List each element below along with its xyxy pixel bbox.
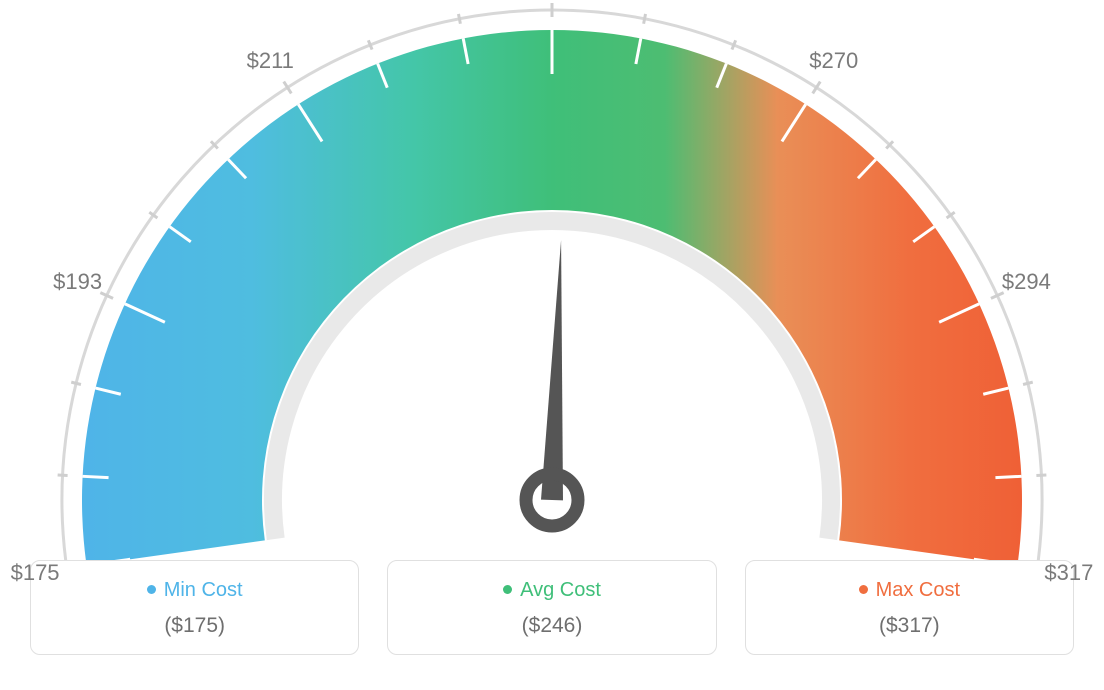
- legend-title-avg: Avg Cost: [398, 579, 705, 602]
- gauge-tick-label: $193: [53, 269, 102, 295]
- dot-max-icon: [859, 585, 868, 594]
- gauge-chart: $175$193$211$246$270$294$317: [0, 0, 1104, 560]
- gauge-tick-label: $211: [247, 48, 294, 74]
- legend-title-min: Min Cost: [41, 579, 348, 602]
- legend-value-min: ($175): [41, 614, 348, 638]
- legend-title-min-text: Min Cost: [164, 579, 243, 601]
- gauge-tick-label: $270: [809, 48, 858, 74]
- legend-card-avg: Avg Cost ($246): [387, 560, 716, 655]
- legend-card-max: Max Cost ($317): [745, 560, 1074, 655]
- legend-value-max: ($317): [756, 614, 1063, 638]
- legend-value-avg: ($246): [398, 614, 705, 638]
- legend-card-min: Min Cost ($175): [30, 560, 359, 655]
- legend-title-max-text: Max Cost: [876, 579, 960, 601]
- legend-row: Min Cost ($175) Avg Cost ($246) Max Cost…: [0, 560, 1104, 655]
- gauge-svg: [0, 0, 1104, 560]
- gauge-tick-label: $294: [1002, 269, 1051, 295]
- gauge-tick-label: $317: [1044, 560, 1093, 586]
- gauge-tick-label: $175: [11, 560, 60, 586]
- dot-min-icon: [147, 585, 156, 594]
- legend-title-avg-text: Avg Cost: [520, 579, 601, 601]
- legend-title-max: Max Cost: [756, 579, 1063, 602]
- dot-avg-icon: [503, 585, 512, 594]
